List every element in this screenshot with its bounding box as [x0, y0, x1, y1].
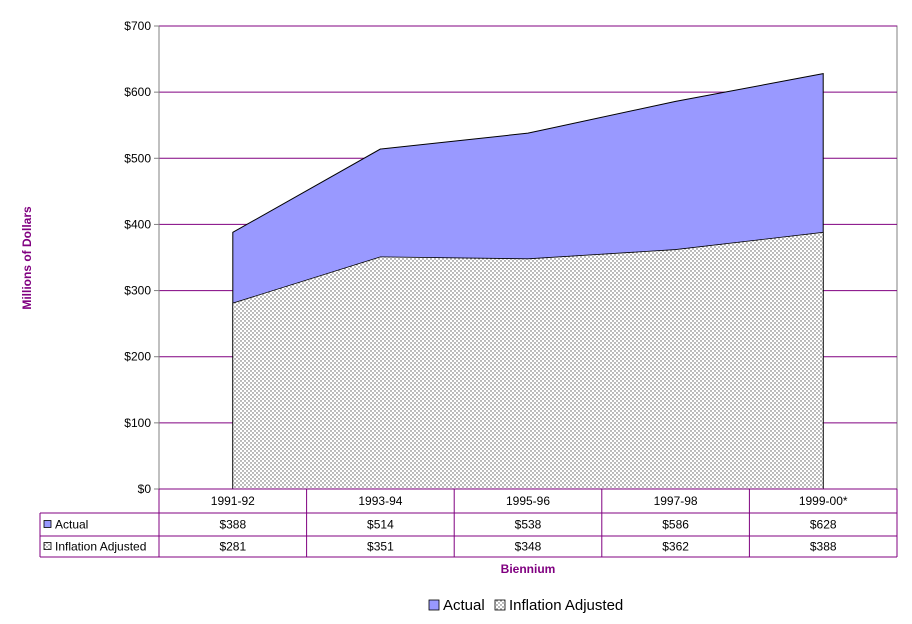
y-tick-label-7: $700 [124, 19, 151, 33]
table-cell-1-0: $281 [219, 540, 246, 554]
category-label-0: 1991-92 [211, 494, 255, 508]
table-cell-1-2: $348 [515, 540, 542, 554]
table-cell-1-4: $388 [810, 540, 837, 554]
category-label-4: 1999-00* [799, 494, 848, 508]
data-table: 1991-92 1993-94 1995-96 1997-98 1999-00* Actu… [39, 488, 898, 558]
y-tick-label-0: $0 [138, 482, 152, 496]
table-row-label-1: Inflation Adjusted [55, 540, 146, 554]
y-axis: $0 $100 $200 $300 $400 $500 $600 $700 [124, 19, 160, 496]
y-tick-label-3: $300 [124, 284, 151, 298]
y-tick-label-2: $200 [124, 350, 151, 364]
category-label-2: 1995-96 [506, 494, 550, 508]
category-label-3: 1997-98 [654, 494, 698, 508]
table-row-label-0: Actual [55, 518, 88, 532]
legend-label-1: Inflation Adjusted [509, 597, 623, 614]
y-tick-label-6: $600 [124, 85, 151, 99]
table-cell-1-1: $351 [367, 540, 394, 554]
legend: Actual Inflation Adjusted [428, 597, 623, 614]
legend-key-1 [494, 599, 506, 611]
y-tick-label-4: $400 [124, 217, 151, 231]
table-cell-0-0: $388 [219, 518, 246, 532]
y-tick-label-5: $500 [124, 151, 151, 165]
table-key-1 [43, 542, 52, 550]
table-cell-0-4: $628 [810, 518, 837, 532]
table-cell-0-2: $538 [515, 518, 542, 532]
table-cell-1-3: $362 [662, 540, 689, 554]
table-cell-0-3: $586 [662, 518, 689, 532]
x-axis-label: Biennium [501, 562, 556, 576]
y-axis-label: Millions of Dollars [20, 206, 34, 310]
table-cell-0-1: $514 [367, 518, 394, 532]
category-label-1: 1993-94 [358, 494, 402, 508]
y-tick-label-1: $100 [124, 416, 151, 430]
legend-key-0 [428, 599, 440, 611]
legend-label-0: Actual [443, 597, 485, 614]
plot-areas [232, 73, 824, 490]
table-key-0 [43, 520, 52, 528]
